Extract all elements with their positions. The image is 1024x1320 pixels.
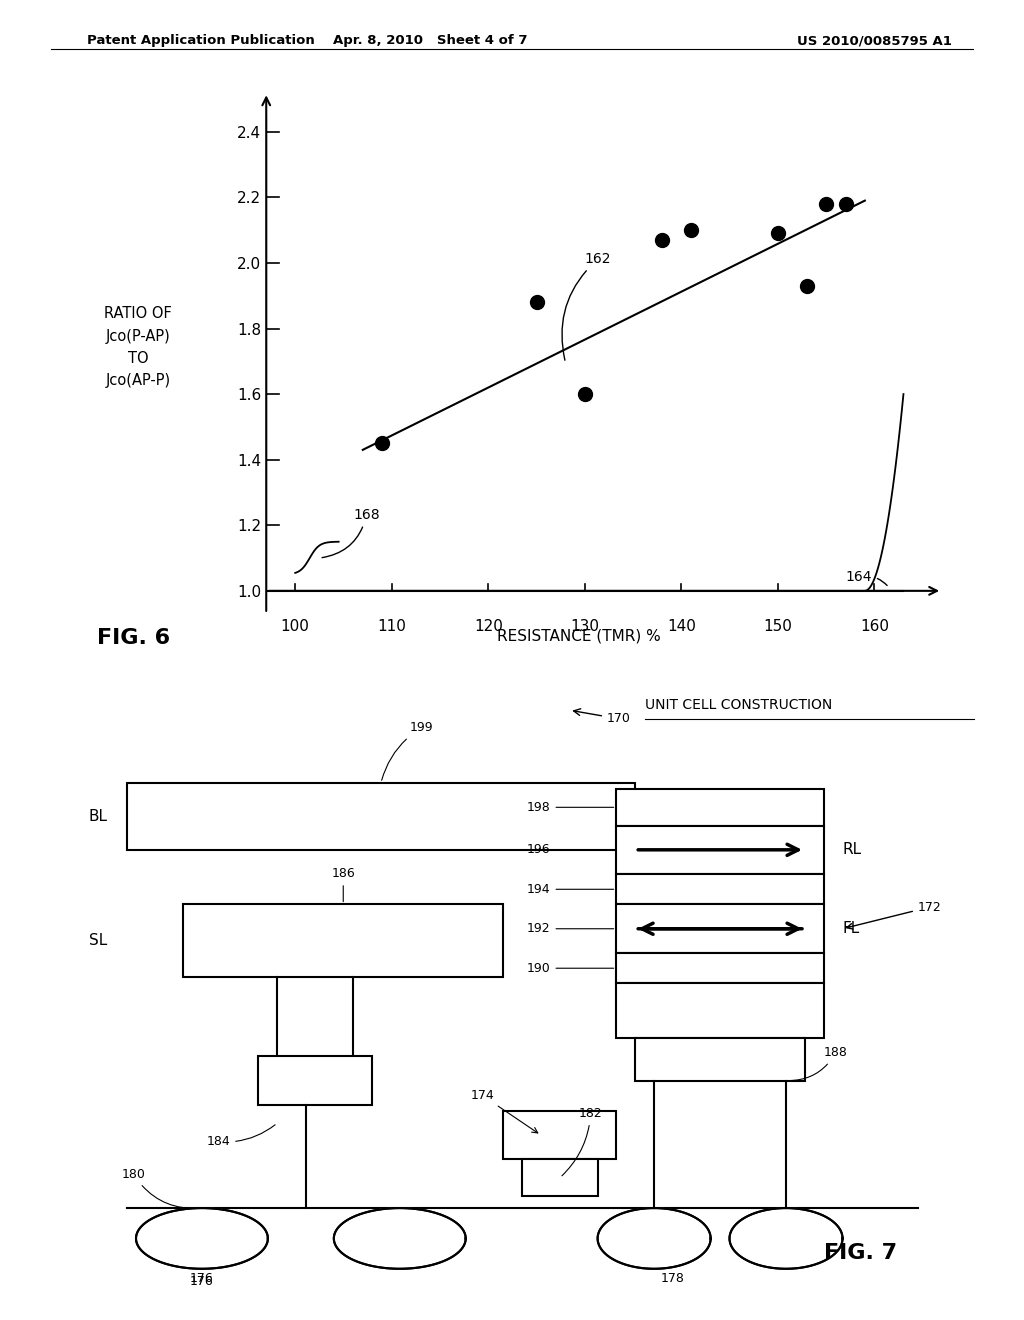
Text: 190: 190 — [526, 962, 613, 974]
Bar — [127, 783, 635, 850]
Bar — [616, 904, 823, 953]
Point — [577, 384, 593, 405]
Text: SL: SL — [89, 933, 108, 948]
Text: 176: 176 — [190, 1272, 214, 1284]
Text: 184: 184 — [207, 1125, 275, 1148]
Point — [799, 276, 815, 297]
Text: 188: 188 — [788, 1047, 848, 1081]
Point — [528, 292, 545, 313]
Bar — [616, 789, 823, 825]
Text: BL: BL — [89, 809, 108, 824]
Text: RATIO OF
Jco(P-AP)
TO
Jco(AP-P): RATIO OF Jco(P-AP) TO Jco(AP-P) — [104, 306, 172, 388]
Point — [818, 193, 835, 214]
Point — [770, 223, 786, 244]
Text: FIG. 6: FIG. 6 — [97, 628, 170, 648]
Text: 176: 176 — [190, 1275, 214, 1288]
Bar — [616, 953, 823, 983]
Text: 180: 180 — [122, 1168, 199, 1208]
Text: 186: 186 — [332, 867, 355, 902]
Text: 199: 199 — [382, 722, 433, 780]
Polygon shape — [334, 1208, 466, 1269]
Bar — [635, 1038, 805, 1081]
Text: 178: 178 — [662, 1272, 685, 1284]
Text: 182: 182 — [562, 1107, 602, 1176]
Polygon shape — [598, 1208, 711, 1269]
Point — [654, 230, 671, 251]
Bar — [522, 1159, 598, 1196]
Text: 170: 170 — [573, 709, 631, 725]
Text: FIG. 7: FIG. 7 — [823, 1242, 897, 1263]
Text: 174: 174 — [470, 1089, 538, 1133]
Text: FL: FL — [843, 921, 860, 936]
Bar — [258, 1056, 372, 1105]
Text: 172: 172 — [847, 900, 942, 929]
Point — [683, 219, 699, 240]
Text: 164: 164 — [846, 570, 887, 586]
Bar — [616, 874, 823, 904]
Text: US 2010/0085795 A1: US 2010/0085795 A1 — [798, 34, 952, 48]
Text: UNIT CELL CONSTRUCTION: UNIT CELL CONSTRUCTION — [645, 698, 831, 711]
Text: 168: 168 — [323, 508, 380, 557]
Text: RESISTANCE (TMR) %: RESISTANCE (TMR) % — [497, 628, 660, 643]
Text: 194: 194 — [527, 883, 613, 896]
Bar — [183, 904, 504, 977]
Bar — [616, 825, 823, 874]
Polygon shape — [136, 1208, 268, 1269]
Text: 192: 192 — [527, 923, 613, 936]
Point — [838, 193, 854, 214]
Text: 196: 196 — [527, 843, 613, 857]
Bar — [616, 983, 823, 1038]
Text: Patent Application Publication: Patent Application Publication — [87, 34, 314, 48]
Point — [374, 433, 390, 454]
Text: Apr. 8, 2010   Sheet 4 of 7: Apr. 8, 2010 Sheet 4 of 7 — [333, 34, 527, 48]
Text: RL: RL — [843, 842, 861, 857]
Text: 162: 162 — [562, 252, 611, 360]
Polygon shape — [729, 1208, 843, 1269]
Text: 198: 198 — [526, 801, 613, 814]
Bar — [504, 1111, 616, 1159]
